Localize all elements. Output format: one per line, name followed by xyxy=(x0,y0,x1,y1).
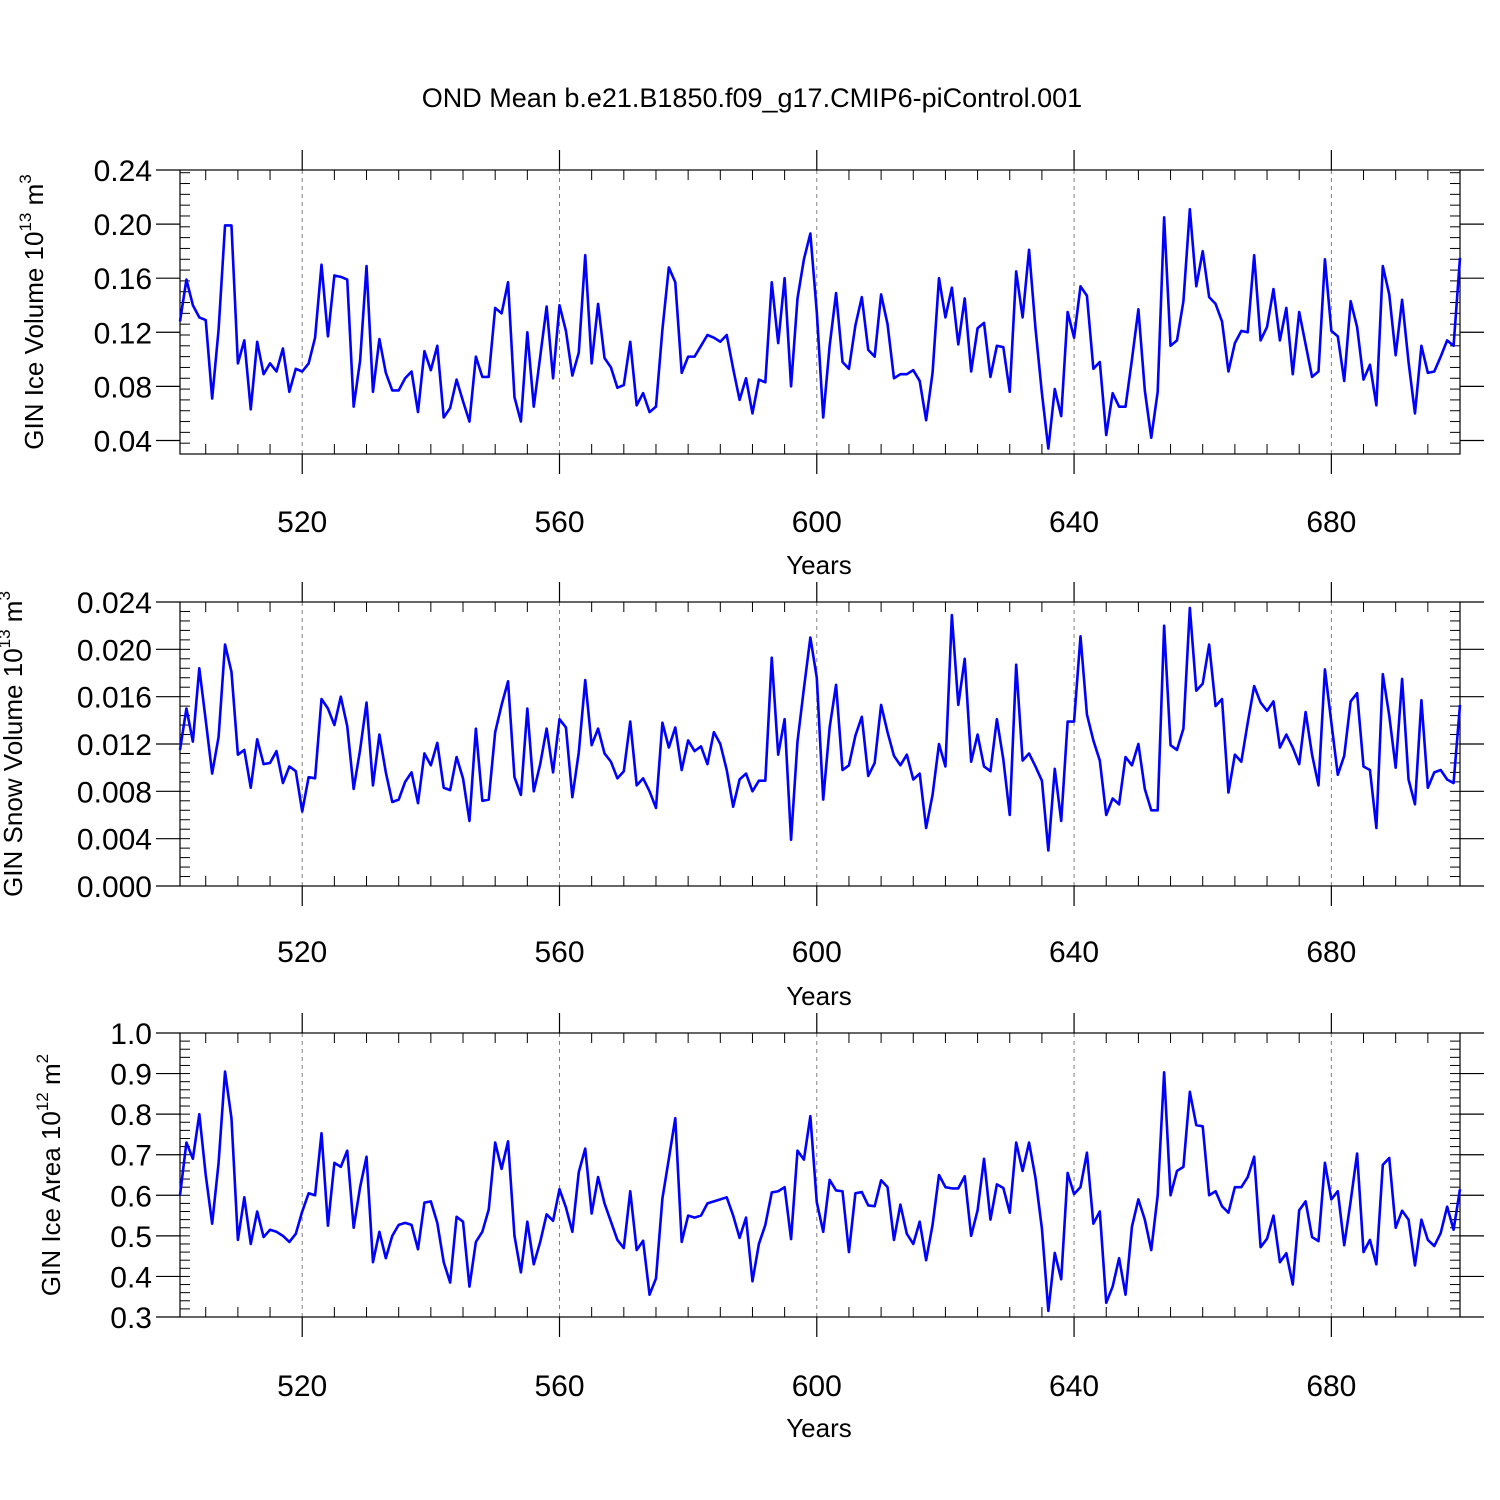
y-tick-label: 0.4 xyxy=(110,1261,152,1294)
y-axis-label: GIN Ice Volume 1013 m3 xyxy=(16,174,49,450)
x-tick-label: 600 xyxy=(792,506,842,539)
y-tick-label: 0.7 xyxy=(110,1140,152,1173)
x-tick-label: 680 xyxy=(1306,506,1356,539)
y-axis-label: GIN Snow Volume 1013 m3 xyxy=(0,591,28,897)
x-axis-label: Years xyxy=(786,1413,852,1443)
y-tick-label: 0.004 xyxy=(77,824,152,857)
plot-frame xyxy=(179,1032,1461,1318)
x-axis-label: Years xyxy=(786,981,852,1011)
x-tick-label: 560 xyxy=(534,506,584,539)
y-tick-label: 0.04 xyxy=(94,425,152,458)
x-tick-label: 600 xyxy=(792,1370,842,1403)
y-tick-label: 0.24 xyxy=(94,155,152,188)
y-tick-label: 0.8 xyxy=(110,1099,152,1132)
series-line xyxy=(178,606,1462,852)
y-tick-label: 0.5 xyxy=(110,1221,152,1254)
figure-title: OND Mean b.e21.B1850.f09_g17.CMIP6-piCon… xyxy=(422,83,1082,113)
y-tick-label: 0.024 xyxy=(77,587,152,620)
y-tick-label: 1.0 xyxy=(110,1018,152,1051)
x-tick-label: 520 xyxy=(277,506,327,539)
x-axis-label: Years xyxy=(786,550,852,580)
series-line xyxy=(178,207,1462,450)
y-tick-label: 0.6 xyxy=(110,1180,152,1213)
y-tick-label: 0.16 xyxy=(94,263,152,296)
x-tick-label: 680 xyxy=(1306,1370,1356,1403)
y-tick-label: 0.12 xyxy=(94,317,152,350)
y-tick-label: 0.016 xyxy=(77,682,152,715)
panel-snow-volume: Years 520 560 600 640 680 0.000 0.004 0.008 0.01… xyxy=(0,582,1484,1011)
y-tick-label: 0.08 xyxy=(94,371,152,404)
x-tick-label: 560 xyxy=(534,1370,584,1403)
panel-ice-area: Years 520 560 600 640 680 0.3 0.4 0.5 0.6 0.7 0.8 0… xyxy=(33,1013,1484,1443)
x-tick-label: 600 xyxy=(792,936,842,969)
y-tick-label: 0.020 xyxy=(77,634,152,667)
y-tick-label: 0.20 xyxy=(94,209,152,242)
x-tick-label: 640 xyxy=(1049,1370,1099,1403)
x-tick-label: 520 xyxy=(277,936,327,969)
y-tick-label: 0.3 xyxy=(110,1302,152,1335)
plot-frame xyxy=(179,169,1461,455)
y-tick-label: 0.012 xyxy=(77,729,152,762)
x-tick-label: 640 xyxy=(1049,936,1099,969)
y-tick-label: 0.000 xyxy=(77,871,152,904)
y-tick-label: 0.008 xyxy=(77,776,152,809)
x-tick-label: 680 xyxy=(1306,936,1356,969)
y-tick-label: 0.9 xyxy=(110,1059,152,1092)
x-tick-label: 560 xyxy=(534,936,584,969)
series-line xyxy=(178,1070,1462,1313)
y-axis-label: GIN Ice Area 1012 m2 xyxy=(33,1054,66,1296)
x-tick-label: 640 xyxy=(1049,506,1099,539)
panel-ice-volume: Years 520 560 600 640 680 0.04 0.08 0.12 0.16 0.2… xyxy=(16,150,1484,580)
x-tick-label: 520 xyxy=(277,1370,327,1403)
